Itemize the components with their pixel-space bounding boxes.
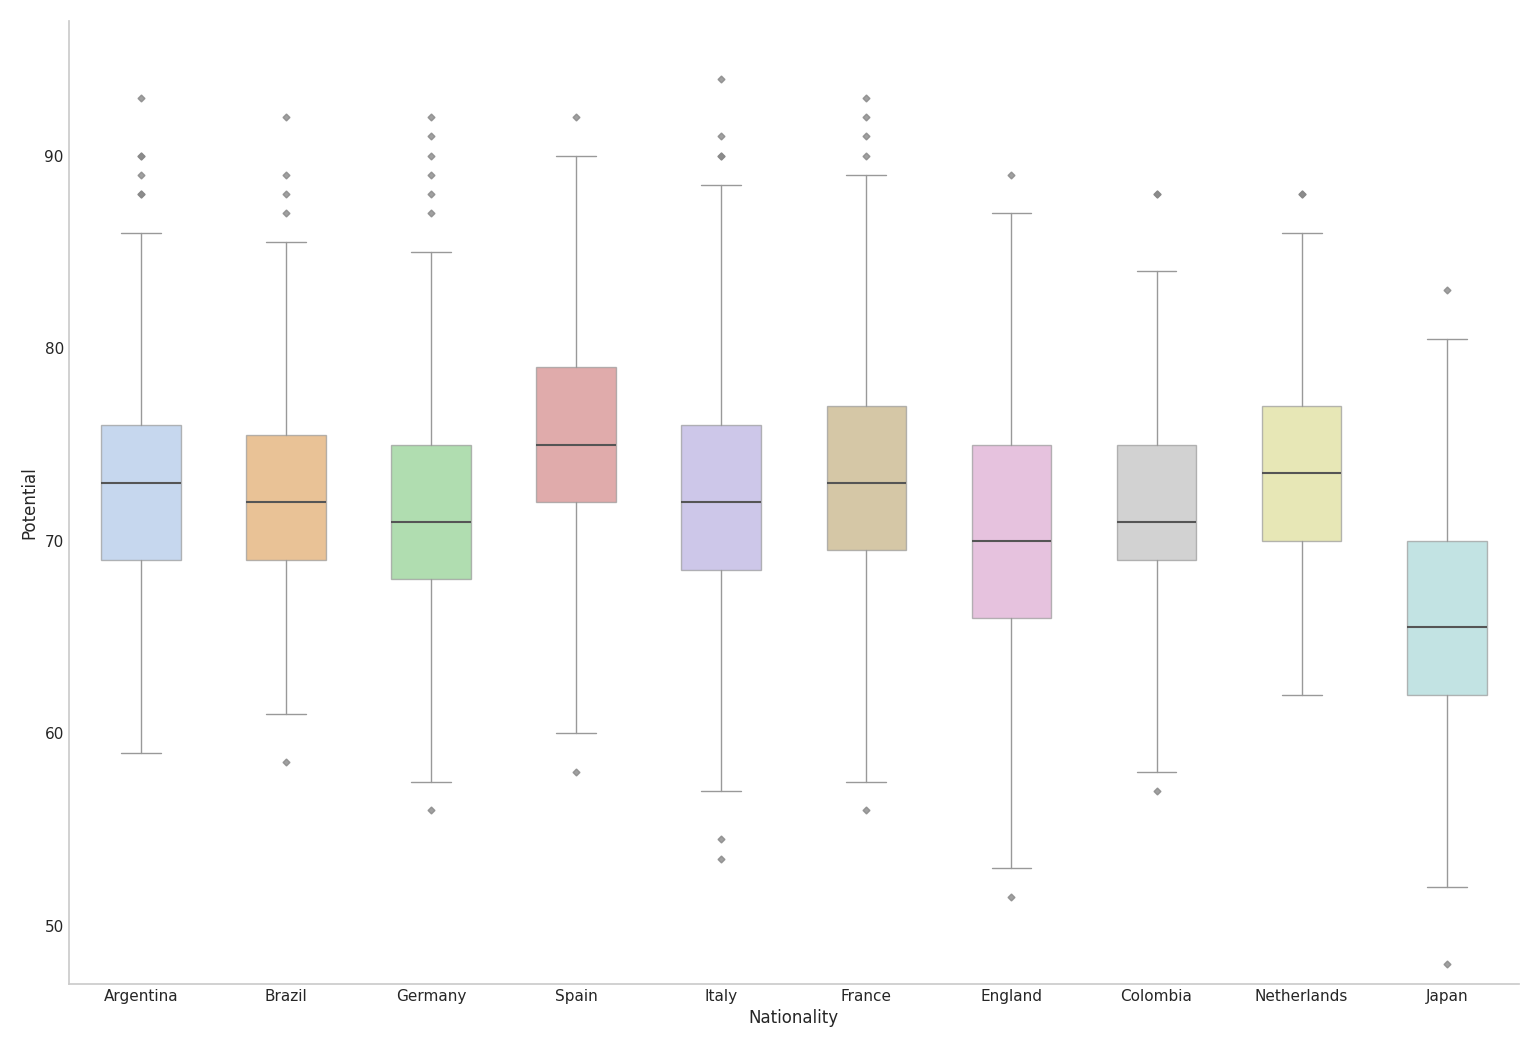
PathPatch shape (246, 435, 326, 560)
PathPatch shape (536, 368, 616, 502)
PathPatch shape (1261, 406, 1341, 541)
PathPatch shape (682, 425, 761, 570)
X-axis label: Nationality: Nationality (748, 1009, 839, 1027)
PathPatch shape (391, 444, 471, 580)
PathPatch shape (1406, 541, 1486, 695)
PathPatch shape (102, 425, 182, 560)
Y-axis label: Potential: Potential (22, 466, 38, 539)
PathPatch shape (1116, 444, 1197, 560)
PathPatch shape (972, 444, 1052, 618)
PathPatch shape (827, 406, 907, 550)
